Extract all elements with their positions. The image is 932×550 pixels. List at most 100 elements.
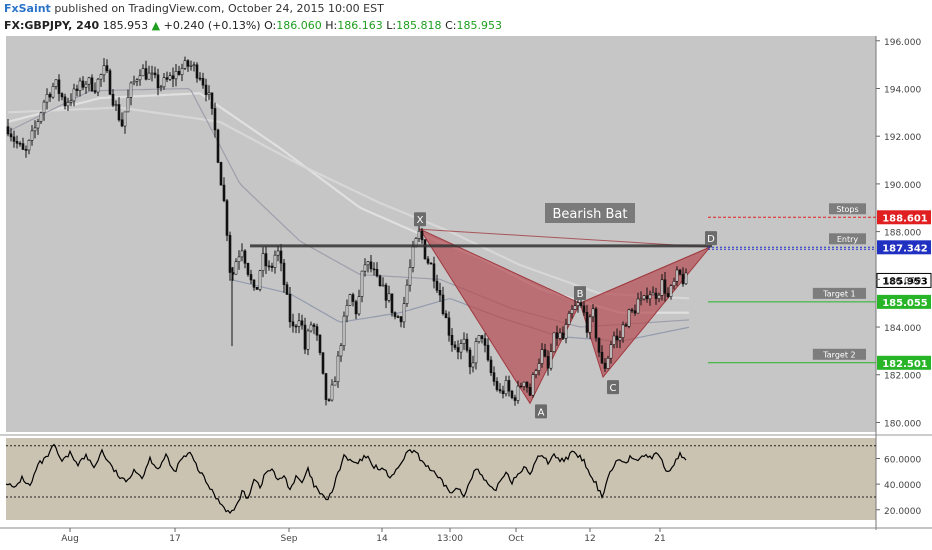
candle-body — [549, 351, 553, 369]
candle-body — [240, 250, 244, 258]
candle-body — [288, 293, 292, 323]
harmonic-bd-leg — [579, 246, 711, 304]
price-tick-label: 192.000 — [884, 133, 921, 143]
candle-body — [156, 74, 160, 89]
candle-body — [612, 335, 616, 345]
candle-body — [12, 136, 16, 142]
price-tick-label: 188.000 — [884, 229, 921, 239]
candle-body — [261, 253, 265, 272]
candle-body — [120, 119, 124, 127]
candle-body — [447, 317, 451, 336]
candle-body — [267, 265, 271, 268]
candle-body — [321, 352, 325, 374]
candle-body — [522, 381, 526, 387]
candles — [6, 56, 688, 406]
level-current-price: 185.953 — [876, 272, 932, 288]
candle-body — [165, 77, 169, 80]
candle-body — [375, 268, 379, 277]
ticker-last: 185.953 — [102, 19, 149, 32]
level-name-box — [812, 348, 866, 360]
ticker-symbol[interactable]: FX:GBPJPY, 240 — [4, 19, 100, 32]
candle-body — [648, 294, 652, 300]
pattern-point-box — [535, 404, 547, 419]
candle-body — [453, 344, 457, 348]
author-name[interactable]: FxSaint — [4, 2, 51, 15]
candle-body — [60, 93, 64, 98]
candle-body — [294, 325, 298, 328]
candle-body — [336, 355, 340, 383]
candle-body — [624, 324, 628, 327]
pattern-point-label: C — [610, 383, 617, 394]
candle-body — [513, 397, 517, 401]
candle-body — [180, 68, 184, 75]
harmonic-triangle-xab — [418, 228, 581, 405]
candle-body — [333, 381, 337, 386]
candle-body — [498, 389, 502, 392]
candle-body — [279, 250, 283, 264]
time-tick-label: 21 — [654, 534, 665, 544]
candle-body — [66, 102, 70, 107]
candle-body — [534, 370, 538, 375]
pattern-name-annotation: Bearish Bat — [545, 203, 635, 223]
candle-body — [519, 385, 523, 388]
price-tag-text: 182.501 — [882, 359, 928, 370]
candle-body — [258, 270, 262, 290]
candle-body — [6, 126, 10, 135]
candle-body — [387, 293, 391, 301]
candle-body — [309, 324, 313, 332]
candle-body — [381, 284, 385, 287]
candle-body — [189, 65, 193, 67]
candle-body — [255, 286, 259, 290]
candle-body — [303, 324, 307, 350]
time-tick-label: Oct — [508, 534, 524, 544]
candle-body — [351, 294, 355, 302]
time-axis-ticks: Aug 17 Sep 14 13:00 Oct 12 21 — [61, 528, 666, 544]
candle-body — [378, 275, 382, 286]
candle-body — [24, 149, 28, 151]
candle-body — [69, 100, 73, 103]
candle-body — [384, 284, 388, 301]
rsi-axis-ticks: 20.0000 40.0000 60.0000 — [876, 456, 921, 517]
candle-body — [555, 332, 559, 339]
candle-body — [207, 92, 211, 95]
candle-body — [48, 94, 52, 98]
candle-body — [678, 269, 682, 275]
candle-body — [636, 298, 640, 314]
pattern-point-label: D — [707, 234, 715, 245]
candle-body — [573, 305, 577, 310]
candle-body — [246, 262, 250, 275]
candle-body — [651, 292, 655, 296]
candle-body — [360, 270, 364, 297]
pattern-point-x: X — [414, 212, 426, 227]
candle-body — [429, 262, 433, 265]
candle-body — [201, 78, 205, 86]
candle-body — [291, 321, 295, 327]
candle-body — [324, 373, 328, 400]
candle-body — [390, 293, 394, 313]
candle-body — [114, 104, 118, 106]
candle-body — [117, 104, 121, 121]
price-axis-ticks: 180.000 182.000 184.000 186.000 188.000 190.0… — [876, 38, 921, 429]
published-text: published on TradingView.com, October 24… — [54, 2, 384, 15]
candle-body — [126, 97, 130, 113]
candle-body — [660, 279, 664, 296]
candle-body — [639, 298, 643, 301]
price-tag-text: 185.055 — [882, 298, 928, 309]
pattern-point-box — [705, 231, 717, 246]
candle-body — [369, 261, 373, 270]
moving-average-2 — [7, 106, 690, 300]
candle-body — [504, 380, 508, 395]
candle-body — [237, 256, 241, 262]
candle-body — [588, 316, 592, 333]
candle-body — [423, 239, 427, 260]
candle-body — [657, 294, 661, 299]
candle-body — [252, 279, 256, 288]
candle-body — [681, 273, 685, 285]
candle-body — [339, 345, 343, 357]
candle-body — [138, 75, 142, 81]
candle-body — [27, 140, 31, 151]
pattern-point-box — [607, 380, 619, 395]
candle-body — [420, 230, 424, 241]
